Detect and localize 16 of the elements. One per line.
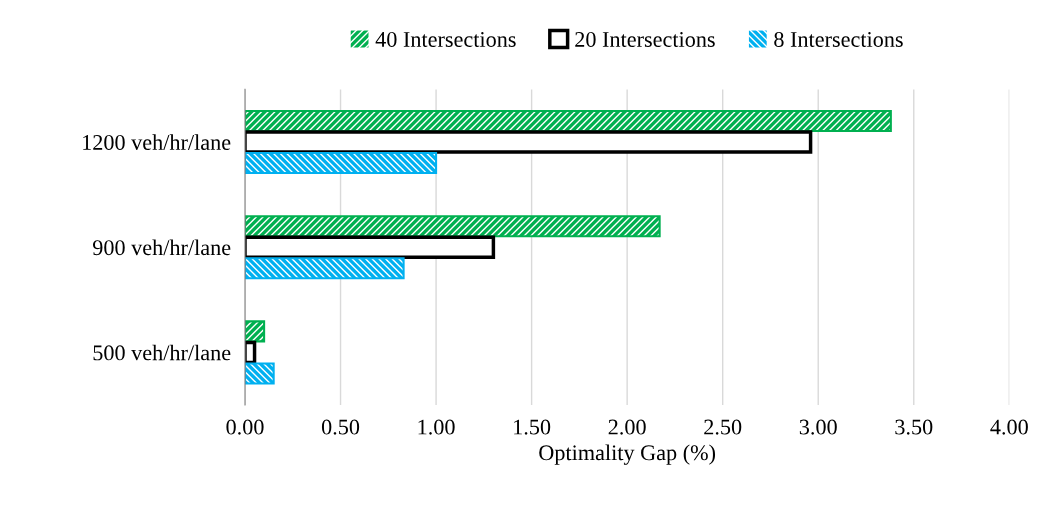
x-tick-label: 3.00 [799,419,837,435]
x-tick-label: 2.00 [608,419,646,435]
x-tick-label: 4.00 [990,419,1028,435]
legend-label: 20 Intersections [575,31,715,47]
x-tick-label: 3.50 [895,419,933,435]
y-tick-label: 900 veh/hr/lane [92,239,231,256]
legend-label: 40 Intersections [375,31,516,47]
x-tick-label: 0.50 [321,419,360,435]
x-axis-title: Optimality Gap (%) [539,444,716,465]
x-tick-label: 0.00 [226,419,264,435]
y-tick-label: 1200 veh/hr/lane [83,134,231,150]
legend-label: 8 Intersections [774,31,903,47]
x-tick-label: 2.50 [704,419,742,435]
x-tick-label: 1.00 [418,419,455,435]
x-tick-label: 1.50 [514,419,551,435]
y-tick-label: 500 veh/hr/lane [93,344,231,361]
